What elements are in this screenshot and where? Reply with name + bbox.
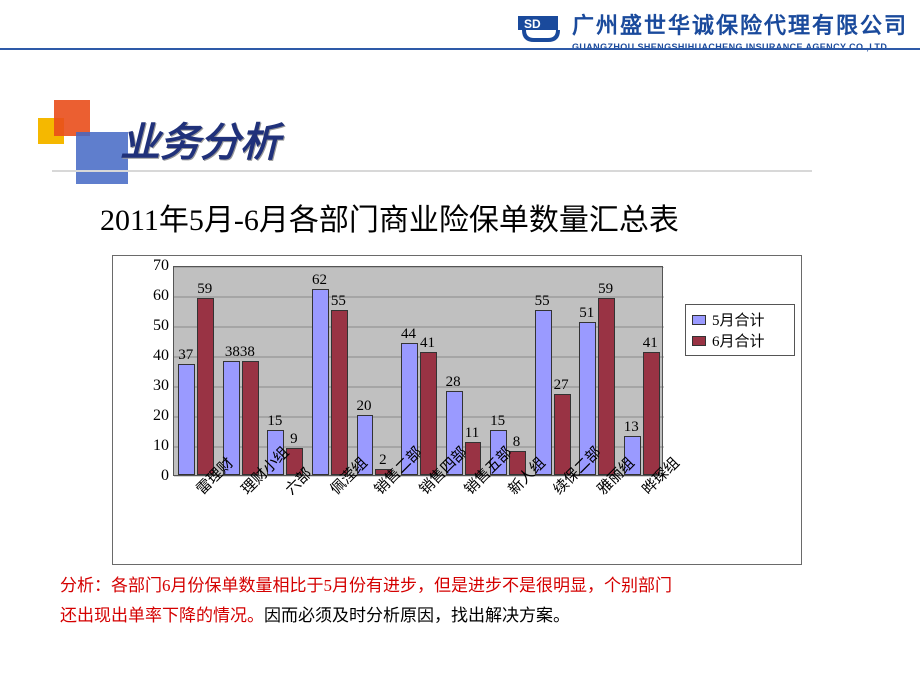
x-tick-label: 雷理财 <box>191 484 206 499</box>
analysis-line1: 各部门6月份保单数量相比于5月份有进步，但是进步不是很明显，个别部门 <box>111 576 672 595</box>
legend-label: 6月合计 <box>712 330 765 351</box>
bar-value-label: 8 <box>513 434 521 451</box>
analysis-text: 分析：各部门6月份保单数量相比于5月份有进步，但是进步不是很明显，个别部门 还出… <box>60 571 860 632</box>
y-tick-label: 10 <box>133 437 169 455</box>
y-tick-label: 40 <box>133 347 169 365</box>
analysis-line2b: 因而必须及时分析原因，找出解决方案。 <box>264 606 570 625</box>
company-logo: SD 广州盛世华诚保险代理有限公司 GUANGZHOU SHENGSHIHUAC… <box>518 8 908 52</box>
header-divider <box>0 48 920 50</box>
y-tick-label: 50 <box>133 317 169 335</box>
bar-value-label: 51 <box>579 305 594 322</box>
bar-value-label: 59 <box>197 281 212 298</box>
logo-mark-icon: SD <box>518 16 562 44</box>
legend-item: 6月合计 <box>692 330 788 351</box>
legend-item: 5月合计 <box>692 309 788 330</box>
legend-swatch-icon <box>692 315 706 325</box>
x-tick-label: 销售二部 <box>369 484 384 499</box>
bar-value-label: 20 <box>356 398 371 415</box>
bar <box>554 394 571 475</box>
bar <box>331 310 348 475</box>
x-tick-label: 销售五部 <box>459 484 474 499</box>
y-tick-label: 70 <box>133 257 169 275</box>
y-tick-label: 60 <box>133 287 169 305</box>
bar-value-label: 11 <box>465 425 479 442</box>
x-tick-label: 销售四部 <box>414 484 429 499</box>
bar <box>197 298 214 475</box>
x-tick-label: 理财小组 <box>236 484 251 499</box>
bar-value-label: 41 <box>643 335 658 352</box>
title-decoration-icon <box>38 100 128 180</box>
y-tick-label: 0 <box>133 467 169 485</box>
bar-value-label: 15 <box>490 413 505 430</box>
logo-text-cn: 广州盛世华诚保险代理有限公司 <box>572 8 908 40</box>
chart-plot-area <box>173 266 663 476</box>
y-tick-label: 30 <box>133 377 169 395</box>
bar <box>535 310 552 475</box>
bar-value-label: 13 <box>624 419 639 436</box>
chart-legend: 5月合计 6月合计 <box>685 304 795 356</box>
bar-value-label: 55 <box>535 293 550 310</box>
title-rule <box>52 170 812 172</box>
bar <box>312 289 329 475</box>
x-tick-label: 六部 <box>280 484 295 499</box>
bar <box>643 352 660 475</box>
bar-value-label: 59 <box>598 281 613 298</box>
bar-value-label: 2 <box>379 452 387 469</box>
legend-swatch-icon <box>692 336 706 346</box>
bar-value-label: 55 <box>331 293 346 310</box>
analysis-prefix: 分析： <box>60 576 111 595</box>
bar-value-label: 37 <box>178 347 193 364</box>
analysis-line2a: 还出现出单率下降的情况。 <box>60 606 264 625</box>
y-tick-label: 20 <box>133 407 169 425</box>
logo-text-en: GUANGZHOU SHENGSHIHUACHENG INSURANCE AGE… <box>572 42 908 52</box>
bar-value-label: 41 <box>420 335 435 352</box>
bar <box>598 298 615 475</box>
x-tick-label: 晔琛组 <box>637 484 652 499</box>
bar-value-label: 15 <box>267 413 282 430</box>
legend-label: 5月合计 <box>712 309 765 330</box>
bar <box>242 361 259 475</box>
bar-value-label: 27 <box>554 377 569 394</box>
svg-text:SD: SD <box>524 17 541 31</box>
bar-value-label: 62 <box>312 272 327 289</box>
bar-value-label: 9 <box>290 431 298 448</box>
bar-value-label: 28 <box>446 374 461 391</box>
chart-container: 0 10 20 30 40 50 60 70 雷理财 理财小组 六部 佩滢组 销售二部 销售四部 销售五部… <box>112 255 802 565</box>
bar-value-label: 44 <box>401 326 416 343</box>
x-tick-label: 雅丽组 <box>592 484 607 499</box>
bar <box>178 364 195 475</box>
x-tick-label: 续保二部 <box>548 484 563 499</box>
page-title: 业务分析 <box>120 110 280 168</box>
page-subtitle: 2011年5月-6月各部门商业险保单数量汇总表 <box>100 195 679 239</box>
bar-value-label: 3838 <box>225 344 255 361</box>
x-tick-label: 新人组 <box>503 484 518 499</box>
logo-wrap: SD 广州盛世华诚保险代理有限公司 GUANGZHOU SHENGSHIHUAC… <box>518 8 908 52</box>
x-tick-label: 佩滢组 <box>325 484 340 499</box>
